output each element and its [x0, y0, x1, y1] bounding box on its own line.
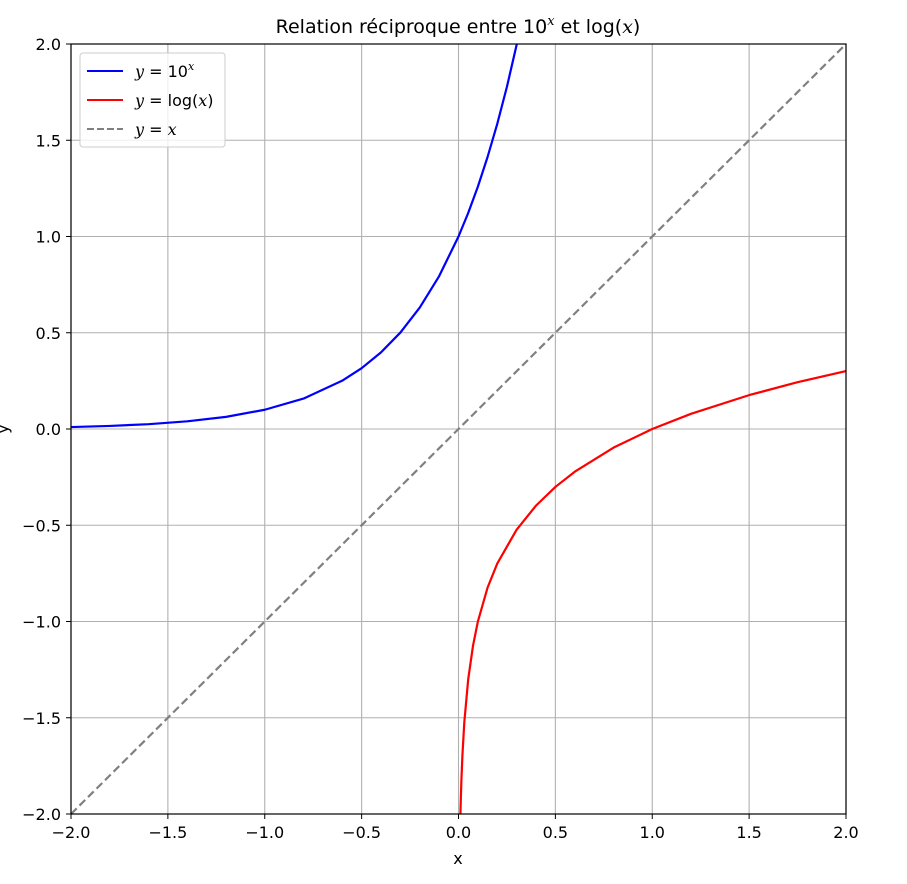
x-tick-label: 0.0	[446, 823, 471, 842]
y-tick-label: −1.5	[22, 709, 61, 728]
y-axis-label: y	[0, 424, 12, 433]
series-lines	[70, 43, 847, 815]
chart-title: Relation réciproque entre 10x et log(x)	[276, 14, 641, 38]
x-axis-label: x	[453, 849, 462, 868]
series-log-line	[459, 369, 847, 815]
y-tick-label: −2.0	[22, 805, 61, 824]
x-tick-label: 1.0	[640, 823, 665, 842]
title-superscript: x	[547, 14, 555, 29]
legend-label-log: y = log(x)	[134, 91, 214, 110]
y-tick-label: 1.5	[36, 131, 61, 150]
x-tick-label: −0.5	[342, 823, 381, 842]
y-tick-label: −0.5	[22, 516, 61, 535]
series-identity-line	[70, 43, 847, 815]
x-tick-label: 2.0	[833, 823, 858, 842]
series-exp-line	[70, 43, 518, 429]
legend-box	[79, 52, 226, 148]
x-tick-label: 1.5	[736, 823, 761, 842]
legend: y = 10x y = log(x) y = x	[79, 52, 226, 148]
legend-label-exp: y = 10x	[134, 60, 195, 81]
y-tick-label: −1.0	[22, 613, 61, 632]
y-tick-label: 0.5	[36, 324, 61, 343]
legend-label-identity: y = x	[134, 120, 177, 139]
y-tick-label: 2.0	[36, 35, 61, 54]
axis-ticks: −2.0 −1.5 −1.0 −0.5 0.0 0.5 1.0 1.5 2.0 −2.0 −1.5 −…	[22, 35, 859, 842]
x-tick-label: −1.0	[245, 823, 284, 842]
y-tick-label: 0.0	[36, 420, 61, 439]
x-tick-label: −2.0	[52, 823, 91, 842]
y-tick-label: 1.0	[36, 228, 61, 247]
x-tick-label: 0.5	[543, 823, 568, 842]
x-tick-label: −1.5	[148, 823, 187, 842]
